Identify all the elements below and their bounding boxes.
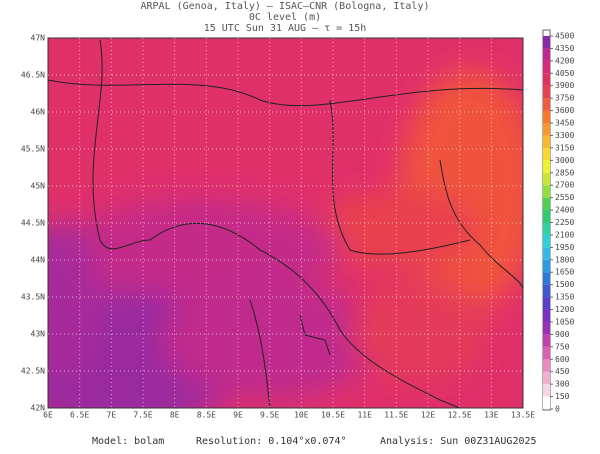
lat-label: 43.5N	[21, 293, 45, 302]
colorbar-segment	[543, 85, 550, 99]
colorbar-label: 150	[555, 392, 570, 401]
colorbar-label: 3300	[555, 131, 574, 140]
colorbar-segment	[543, 359, 550, 372]
lat-label: 43N	[31, 330, 46, 339]
colorbar-label: 3450	[555, 119, 574, 128]
analysis: Analysis: Sun 00Z31AUG2025	[380, 436, 537, 447]
colorbar-segment	[543, 272, 550, 285]
lon-label: 9E	[233, 411, 243, 420]
colorbar-segment	[543, 172, 550, 186]
lon-label: 11.5E	[384, 411, 408, 420]
colorbar-segment	[543, 185, 550, 198]
colorbar-label: 450	[555, 367, 570, 376]
colorbar-segment	[543, 36, 550, 49]
colorbar-label: 4500	[555, 32, 574, 41]
colorbar-label: 900	[555, 330, 570, 339]
colorbar-label: 3150	[555, 143, 574, 152]
lon-label: 6.5E	[70, 411, 89, 420]
colorbar-label: 600	[555, 355, 570, 364]
lat-label: 42.5N	[21, 367, 45, 376]
colorbar-label: 0	[555, 405, 560, 414]
lat-label: 46.5N	[21, 71, 45, 80]
colorbar-segment	[543, 98, 550, 111]
colorbar-segment	[543, 247, 550, 260]
colorbar-label: 1500	[555, 280, 574, 289]
colorbar-segment	[543, 197, 550, 211]
colorbar-label: 1200	[555, 305, 574, 314]
colorbar-label: 2250	[555, 218, 574, 227]
colorbar-segment	[543, 48, 550, 61]
lon-label: 10E	[294, 411, 309, 420]
colorbar-label: 1800	[555, 255, 574, 264]
map-field	[48, 38, 523, 408]
colorbar-label: 2700	[555, 181, 574, 190]
colorbar-label: 4200	[555, 56, 574, 65]
lat-label: 47N	[31, 34, 46, 43]
colorbar-label: 1350	[555, 293, 574, 302]
valid-time: 15 UTC Sun 31 AUG – τ = 15h	[204, 23, 367, 34]
colorbar-label: 1950	[555, 243, 574, 252]
lon-label: 10.5E	[321, 411, 345, 420]
lon-label: 12.5E	[448, 411, 472, 420]
lon-label: 8.5E	[197, 411, 216, 420]
colorbar-label: 750	[555, 342, 570, 351]
lon-label: 13.5E	[511, 411, 535, 420]
lon-label: 7.5E	[133, 411, 152, 420]
colorbar-segment	[543, 297, 550, 310]
resolution: Resolution: 0.104°x0.074°	[196, 436, 347, 447]
colorbar-label: 1650	[555, 268, 574, 277]
colorbar-label: 2850	[555, 168, 574, 177]
colorbar-label: 3900	[555, 81, 574, 90]
colorbar-segment	[543, 384, 550, 397]
colorbar-label: 2550	[555, 193, 574, 202]
lon-label: 8E	[170, 411, 180, 420]
colorbar-segment	[543, 210, 550, 223]
colorbar-label: 3600	[555, 106, 574, 115]
colorbar-segment	[543, 73, 550, 86]
colorbar-segment	[543, 123, 550, 136]
colorbar-segment	[543, 135, 550, 148]
lat-label: 42N	[31, 404, 46, 413]
colorbar-segment	[543, 110, 550, 124]
lon-label: 6E	[43, 411, 53, 420]
colorbar-segment	[543, 160, 550, 173]
colorbar-segment	[543, 334, 550, 347]
lon-label: 9.5E	[260, 411, 279, 420]
colorbar-label: 300	[555, 380, 570, 389]
colorbar-segment	[543, 371, 550, 385]
colorbar-label: 3750	[555, 94, 574, 103]
colorbar-label: 4050	[555, 69, 574, 78]
colorbar-segment	[543, 222, 550, 235]
colorbar-segment	[543, 259, 550, 273]
colorbar-segment	[543, 60, 550, 74]
colorbar-label: 2400	[555, 206, 574, 215]
lon-label: 12E	[421, 411, 436, 420]
lon-label: 11E	[357, 411, 372, 420]
colorbar-segment	[543, 147, 550, 161]
lon-label: 13E	[484, 411, 499, 420]
colorbar-segment	[543, 396, 550, 409]
lat-label: 45N	[31, 182, 46, 191]
colorbar-segment	[543, 321, 550, 335]
colorbar-label: 1050	[555, 317, 574, 326]
colorbar-segment	[543, 346, 550, 360]
title: ARPAL (Genoa, Italy) – ISAC–CNR (Bologna…	[141, 1, 430, 12]
colorbar-label: 2100	[555, 230, 574, 239]
lat-label: 44.5N	[21, 219, 45, 228]
lon-label: 7E	[107, 411, 117, 420]
subtitle: 0C level (m)	[249, 12, 321, 23]
colorbar-segment	[543, 284, 550, 298]
lat-label: 45.5N	[21, 145, 45, 154]
colorbar-label: 4350	[555, 44, 574, 53]
lat-label: 44N	[31, 256, 46, 265]
colorbar-segment	[543, 234, 550, 248]
colorbar-segment	[543, 309, 550, 322]
colorbar-label: 3000	[555, 156, 574, 165]
model: Model: bolam	[92, 436, 164, 447]
lat-label: 46N	[31, 108, 46, 117]
